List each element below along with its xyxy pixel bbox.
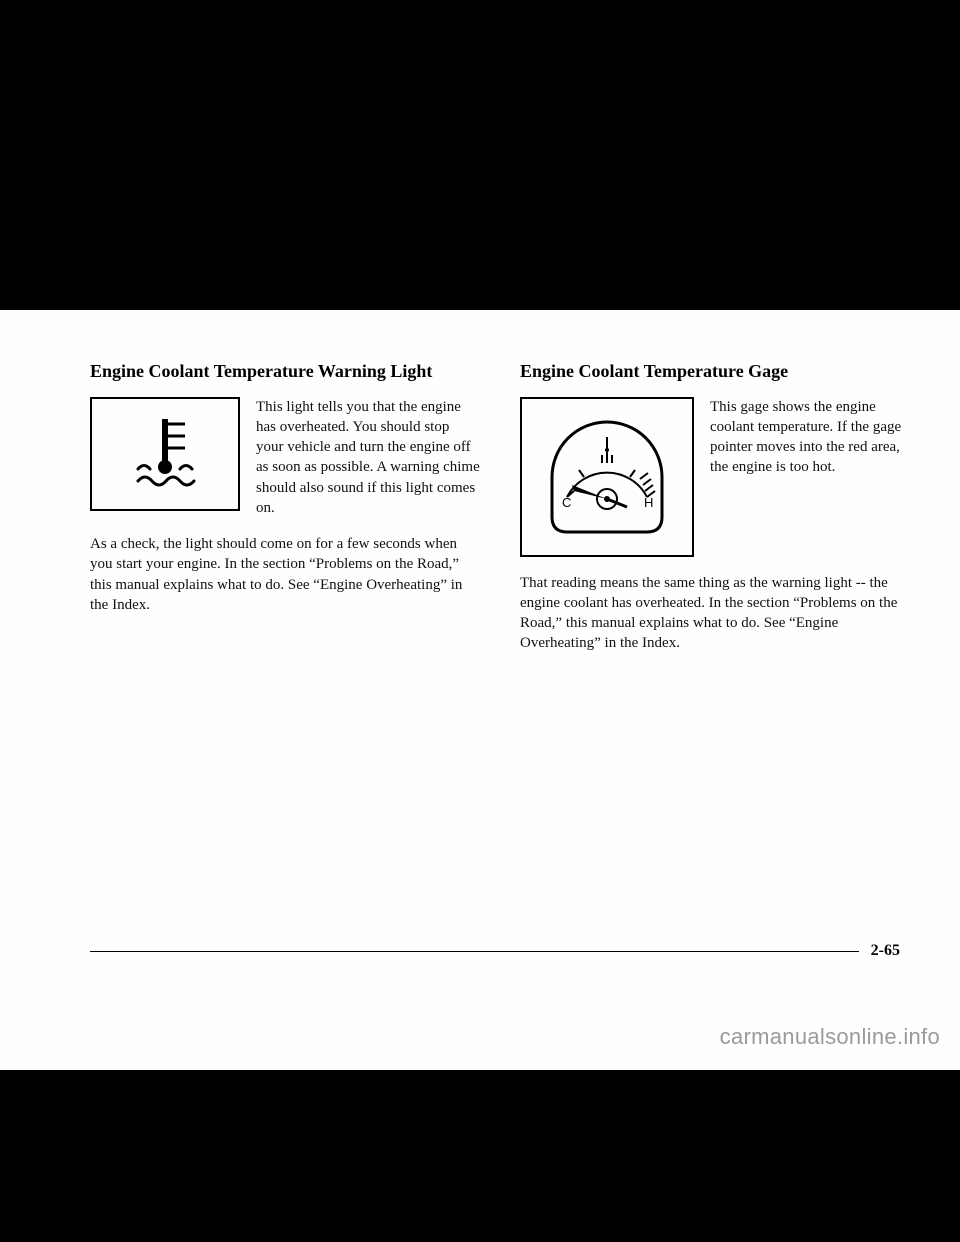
right-heading: Engine Coolant Temperature Gage xyxy=(520,360,910,383)
download-footer-bar xyxy=(6,1222,266,1236)
gauge-hot-label: H xyxy=(644,495,653,510)
left-icon-row: This light tells you that the engine has… xyxy=(90,397,480,519)
left-heading: Engine Coolant Temperature Warning Light xyxy=(90,360,480,383)
content-columns: Engine Coolant Temperature Warning Light xyxy=(90,360,910,668)
gauge-frame: C H xyxy=(520,397,694,557)
footer-rule xyxy=(90,951,859,952)
left-side-text: This light tells you that the engine has… xyxy=(256,397,480,519)
document-page: Engine Coolant Temperature Warning Light xyxy=(0,310,960,1070)
watermark-text: carmanualsonline.info xyxy=(720,1024,940,1050)
right-column: Engine Coolant Temperature Gage xyxy=(520,360,910,668)
gauge-cold-label: C xyxy=(562,495,571,510)
left-body-text: As a check, the light should come on for… xyxy=(90,534,480,615)
outer-frame: Engine Coolant Temperature Warning Light xyxy=(0,0,960,1242)
coolant-thermometer-icon xyxy=(110,409,220,499)
page-number: 2-65 xyxy=(859,942,900,960)
coolant-temp-gauge-icon: C H xyxy=(532,407,682,547)
right-body-text: That reading means the same thing as the… xyxy=(520,573,910,654)
warning-light-frame xyxy=(90,397,240,511)
right-side-text: This gage shows the engine coolant tempe… xyxy=(710,397,910,478)
left-column: Engine Coolant Temperature Warning Light xyxy=(90,360,480,668)
page-footer: 2-65 xyxy=(90,942,900,960)
right-icon-row: C H This gage shows the engine coolant t… xyxy=(520,397,910,557)
